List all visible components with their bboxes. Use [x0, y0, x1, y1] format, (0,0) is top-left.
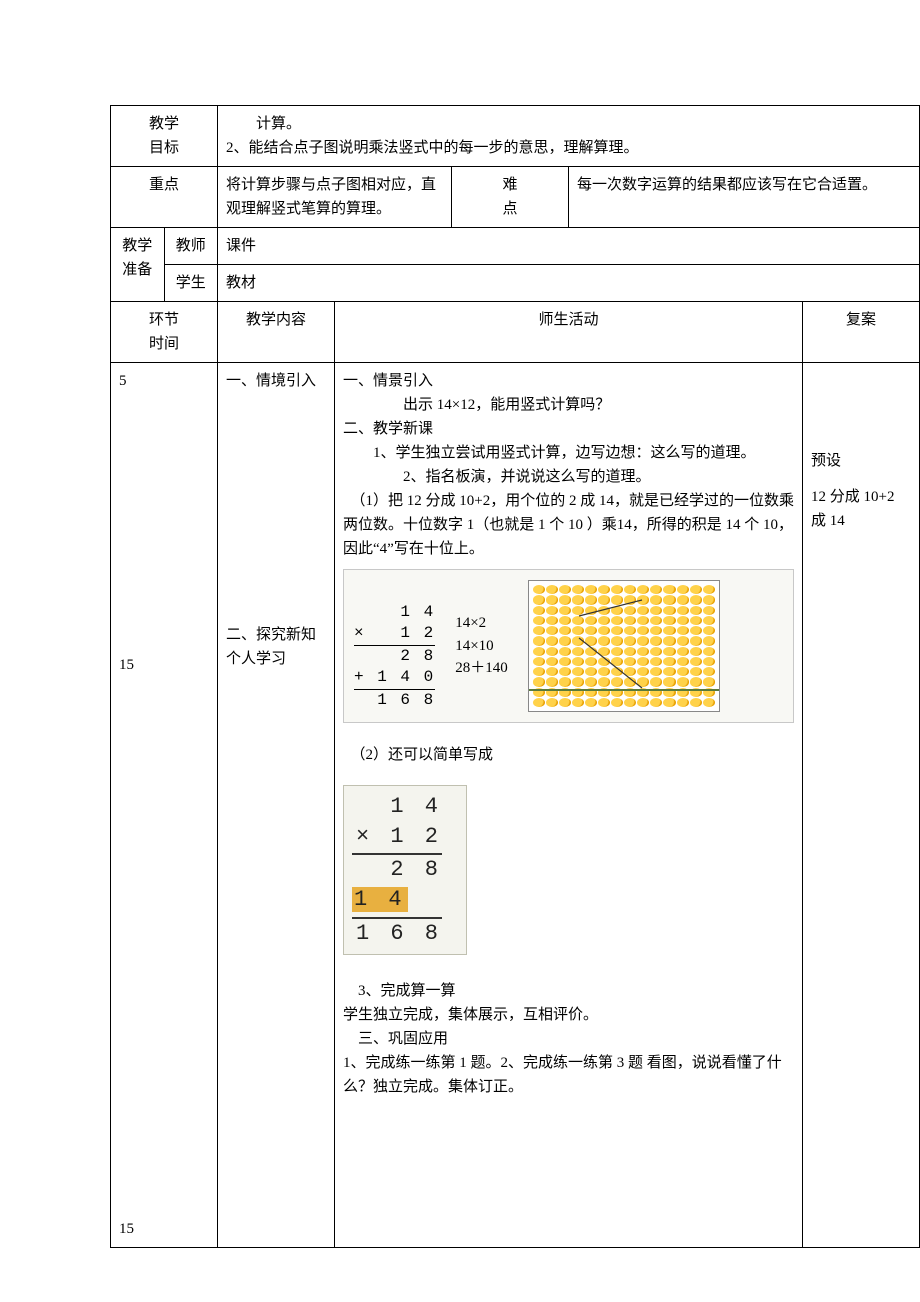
hdr-activity: 师生活动 — [335, 302, 803, 363]
act-5: 2、指名板演，并说说这么写的道理。 — [343, 465, 794, 489]
time-1: 5 — [119, 369, 209, 393]
act-3: 二、教学新课 — [343, 417, 794, 441]
act-2: 出示 14×12，能用竖式计算吗？ — [343, 393, 794, 417]
act-7: （2）还可以简单写成 — [343, 743, 794, 767]
act-6: （1）把 12 分成 10+2，用个位的 2 成 14，就是已经学过的一位数乘两… — [343, 489, 794, 561]
hdr-content: 教学内容 — [218, 302, 335, 363]
goal-label: 教学 目标 — [111, 106, 218, 167]
diff-text: 每一次数字运算的结果都应该写在它合适置。 — [569, 167, 920, 228]
dot-array — [528, 580, 720, 712]
time-cell: 5 15 15 — [111, 363, 218, 1248]
hdr-fuan: 复案 — [803, 302, 920, 363]
act-1: 一、情景引入 — [343, 369, 794, 393]
goal-text: 计算。 2、能结合点子图说明乘法竖式中的每一步的意思，理解算理。 — [218, 106, 920, 167]
fuan-1: 预设 — [811, 449, 911, 473]
act-11: 1、完成练一练第 1 题。2、完成练一练第 3 题 看图，说说看懂了什么？独立完… — [343, 1051, 794, 1099]
diff-label: 难 点 — [452, 167, 569, 228]
calc-annotations: 14×2 14×10 28＋140 — [455, 612, 508, 680]
vertical-calc-2: 1 4 × 1 2 2 8 1 4 1 6 8 — [352, 792, 442, 948]
lesson-plan-table: 教学 目标 计算。 2、能结合点子图说明乘法竖式中的每一步的意思，理解算理。 重… — [110, 105, 920, 1248]
key-text: 将计算步骤与点子图相对应，直观理解竖式笔算的算理。 — [218, 167, 452, 228]
content-cell: 一、情境引入 二、探究新知 个人学习 — [218, 363, 335, 1248]
section-2: 二、探究新知 个人学习 — [226, 623, 326, 671]
time-2: 15 — [119, 653, 209, 677]
prep-student-label: 学生 — [164, 265, 218, 302]
act-10: 三、巩固应用 — [343, 1027, 794, 1051]
figure-vertical-calc-with-dots: 1 4 × 1 2 2 8 + 1 4 0 1 6 8 14×2 14×10 2… — [343, 569, 794, 723]
goal-line2: 2、能结合点子图说明乘法竖式中的每一步的意思，理解算理。 — [226, 136, 911, 160]
act-9: 学生独立完成，集体展示，互相评价。 — [343, 1003, 794, 1027]
prep-teacher-label: 教师 — [164, 228, 218, 265]
prep-teacher-val: 课件 — [218, 228, 920, 265]
time-3: 15 — [119, 1217, 209, 1241]
act-4: 1、学生独立尝试用竖式计算，边写边想：这么写的道理。 — [343, 441, 794, 465]
prep-label: 教学 准备 — [111, 228, 165, 302]
goal-line1: 计算。 — [226, 112, 911, 136]
act-8: 3、完成算一算 — [343, 979, 794, 1003]
fuan-cell: 预设 12 分成 10+2 成 14 — [803, 363, 920, 1248]
hdr-time: 环节 时间 — [111, 302, 218, 363]
section-1: 一、情境引入 — [226, 369, 326, 393]
key-label: 重点 — [111, 167, 218, 228]
fuan-2: 12 分成 10+2 成 14 — [811, 485, 911, 533]
activity-cell: 一、情景引入 出示 14×12，能用竖式计算吗？ 二、教学新课 1、学生独立尝试… — [335, 363, 803, 1248]
figure-vertical-calc-simple: 1 4 × 1 2 2 8 1 4 1 6 8 — [343, 785, 467, 955]
vertical-calc-1: 1 4 × 1 2 2 8 + 1 4 0 1 6 8 — [354, 582, 435, 711]
prep-student-val: 教材 — [218, 265, 920, 302]
